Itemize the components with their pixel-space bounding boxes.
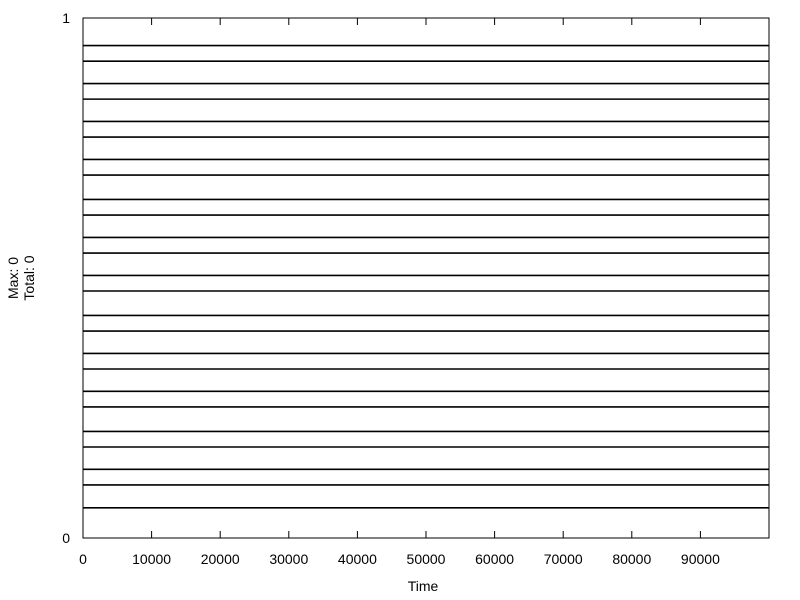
x-tick-label-8: 80000 (612, 551, 651, 567)
y-axis-ticks: 01 (62, 10, 769, 546)
x-tick-label-6: 60000 (475, 551, 514, 567)
x-axis-label: Time (408, 578, 439, 594)
y-tick-label-0: 0 (62, 530, 70, 546)
x-tick-label-7: 70000 (544, 551, 583, 567)
series-layer (83, 44, 769, 509)
y-tick-label-1: 1 (62, 10, 70, 26)
x-tick-label-2: 20000 (201, 551, 240, 567)
x-tick-label-1: 10000 (132, 551, 171, 567)
x-tick-label-9: 90000 (681, 551, 720, 567)
x-tick-label-5: 50000 (407, 551, 446, 567)
x-tick-label-4: 40000 (338, 551, 377, 567)
y-axis-label-total: Total: 0 (21, 255, 37, 300)
y-axis-label-max: Max: 0 (5, 257, 21, 299)
x-tick-label-0: 0 (79, 551, 87, 567)
x-tick-label-3: 30000 (269, 551, 308, 567)
x-axis-ticks: 0 10000 20000 30000 40000 50000 60000 70000 8000… (79, 18, 720, 567)
plot-frame (82, 17, 770, 539)
